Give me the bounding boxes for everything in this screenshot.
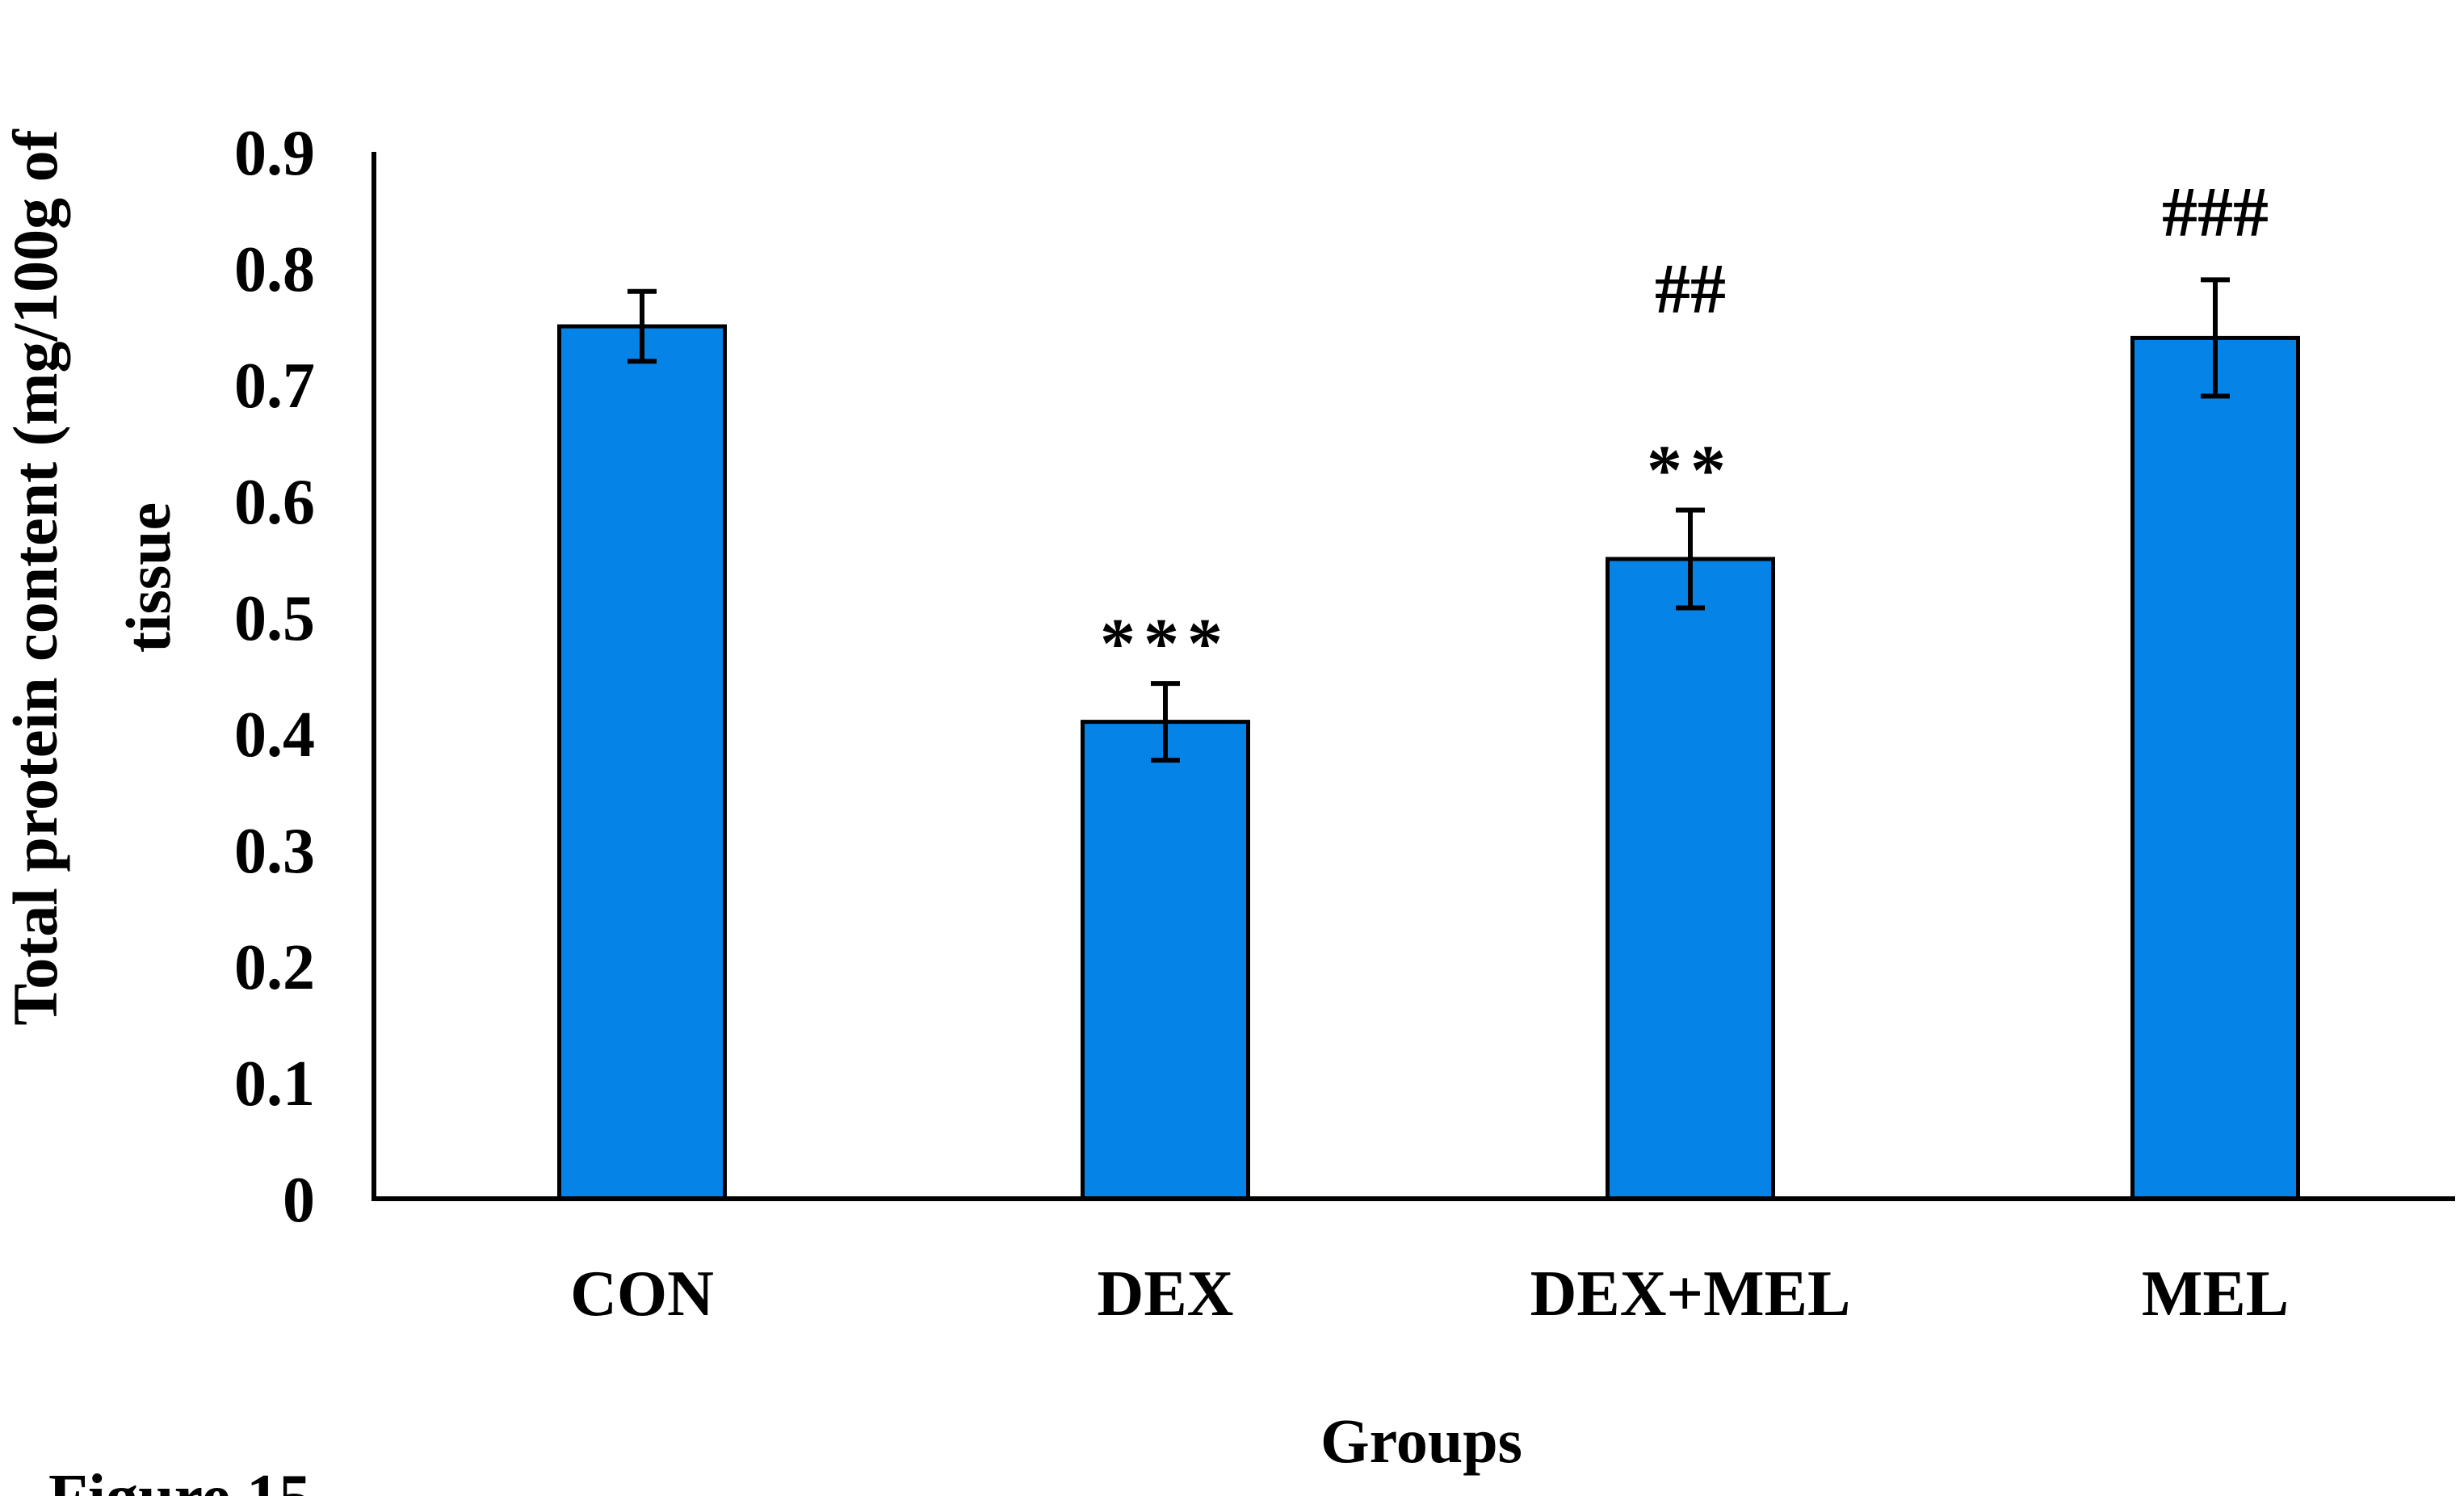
y-tick-label: 0.4 [234, 700, 315, 771]
x-tick-label: MEL [2142, 1259, 2289, 1330]
error-bar [628, 288, 657, 364]
y-tick-label: 0.9 [234, 118, 315, 189]
y-tick-label: 0 [283, 1165, 315, 1236]
x-tick-label: DEX [1098, 1259, 1234, 1330]
x-axis-category-labels: CON DEX DEX+MEL MEL [570, 1259, 2289, 1330]
y-axis-ticks: 0 0.1 0.2 0.3 0.4 0.5 0.6 0.7 0.8 0.9 [234, 118, 315, 1236]
bar-dex [1081, 720, 1250, 1201]
y-tick-label: 0.1 [234, 1048, 315, 1120]
significance-annotations: *****##### [1100, 173, 2269, 683]
y-tick-label: 0.5 [234, 583, 315, 654]
y-tick-label: 0.8 [234, 234, 315, 305]
y-tick-label: 0.6 [234, 467, 315, 538]
error-bar [2201, 277, 2230, 399]
x-tick-label: DEX+MEL [1530, 1259, 1851, 1330]
y-axis-title-line-1: Total protein content (mg/100g of [0, 128, 70, 1025]
significance-hashes: ## [1655, 250, 1726, 329]
bar-dex-mel [1606, 557, 1775, 1201]
y-tick-label: 0.7 [234, 351, 315, 422]
error-bar [1676, 507, 1705, 611]
y-axis-title-line-2: tissue [113, 502, 183, 653]
bar-con [557, 324, 727, 1201]
bar-mel [2130, 335, 2300, 1201]
x-tick-label: CON [570, 1259, 714, 1330]
significance-hashes: ### [2162, 173, 2269, 251]
error-bar [1151, 681, 1180, 763]
y-tick-label: 0.2 [234, 932, 315, 1003]
bars [557, 324, 2300, 1201]
significance-stars: *** [1100, 605, 1231, 683]
y-tick-label: 0.3 [234, 816, 315, 887]
error-bars [628, 277, 2230, 763]
figure-caption: Figure 15 [48, 1462, 311, 1496]
significance-stars: ** [1647, 432, 1734, 511]
x-axis-title: Groups [1320, 1406, 1522, 1476]
y-axis-title: Total protein content (mg/100g of tissue [0, 128, 183, 1025]
